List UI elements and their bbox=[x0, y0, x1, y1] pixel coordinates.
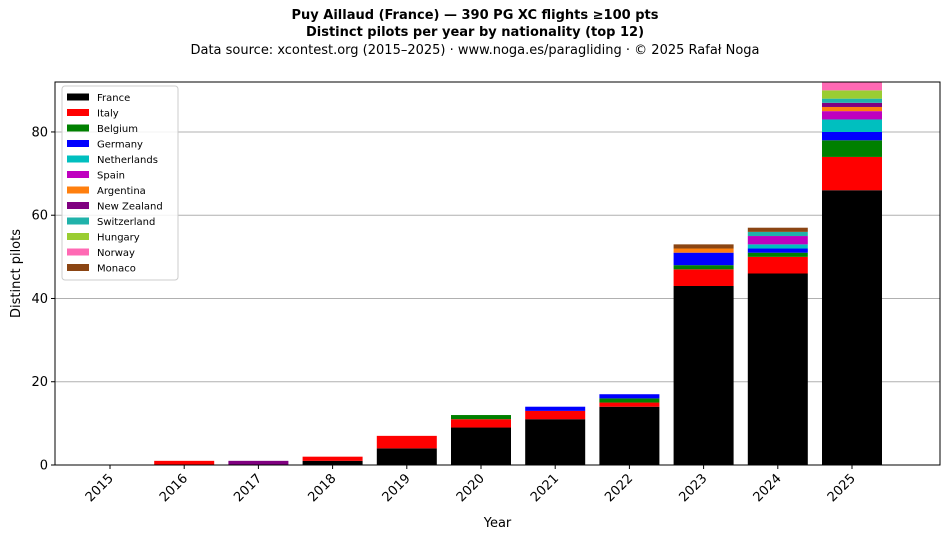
legend-label: Switzerland bbox=[97, 217, 155, 228]
bar-segment-france-2019 bbox=[376, 448, 437, 465]
data-source-note: Data source: xcontest.org (2015–2025) · … bbox=[190, 43, 760, 58]
x-tick-label: 2024 bbox=[751, 471, 785, 505]
bar-segment-belgium-2022 bbox=[599, 398, 660, 403]
bar-segment-belgium-2024 bbox=[747, 252, 808, 257]
bar-segment-germany-2023 bbox=[673, 252, 734, 266]
legend-swatch bbox=[67, 155, 89, 163]
bar-segment-italy-2018 bbox=[302, 456, 363, 461]
legend-swatch bbox=[67, 109, 89, 116]
chart-subtitle: Distinct pilots per year by nationality … bbox=[305, 25, 645, 40]
x-tick-label: 2017 bbox=[231, 471, 265, 505]
bar-segment-germany-2025 bbox=[822, 131, 882, 141]
bar-segment-new-zealand-2025 bbox=[822, 102, 882, 107]
y-axis-ticks: 0 20 40 60 80 bbox=[31, 125, 55, 474]
bar-segment-netherlands-2025 bbox=[822, 119, 882, 132]
legend-label: Norway bbox=[97, 248, 135, 259]
bar-segment-italy-2023 bbox=[673, 269, 734, 286]
plot-frame bbox=[54, 81, 941, 466]
y-tick-label: 60 bbox=[31, 209, 48, 224]
bar-segment-france-2023 bbox=[673, 285, 734, 465]
bar-segment-france-2024 bbox=[747, 273, 808, 465]
x-tick-label: 2022 bbox=[602, 471, 636, 505]
x-axis-ticks: 2015 2016 2017 2018 2019 2020 2021 2022 2023 2024… bbox=[83, 465, 859, 505]
bar-segment-hungary-2025 bbox=[822, 90, 882, 99]
bars bbox=[154, 82, 882, 465]
bar-segment-spain-2024 bbox=[747, 236, 808, 245]
bar-segment-switzerland-2025 bbox=[822, 98, 882, 103]
y-tick-label: 20 bbox=[31, 375, 48, 390]
bar-segment-germany-2021 bbox=[525, 406, 586, 411]
bar-segment-france-2020 bbox=[451, 427, 511, 465]
legend-swatch bbox=[67, 217, 89, 225]
bar-segment-france-2021 bbox=[525, 419, 586, 465]
legend-swatch bbox=[67, 140, 89, 147]
bar-segment-norway-2025 bbox=[822, 82, 882, 91]
x-tick-label: 2016 bbox=[157, 471, 191, 505]
y-tick-label: 0 bbox=[40, 459, 48, 474]
legend-label: Italy bbox=[97, 109, 119, 120]
bar-segment-belgium-2025 bbox=[822, 140, 882, 157]
bar-segment-italy-2024 bbox=[747, 256, 808, 274]
x-tick-label: 2019 bbox=[380, 471, 414, 505]
legend-swatch bbox=[67, 186, 89, 194]
bar-segment-spain-2025 bbox=[822, 111, 882, 120]
x-tick-label: 2023 bbox=[676, 471, 710, 505]
legend-label: Belgium bbox=[97, 124, 138, 135]
chart-title: Puy Aillaud (France) — 390 PG XC flights… bbox=[291, 8, 659, 23]
x-tick-label: 2018 bbox=[305, 471, 339, 505]
bar-segment-italy-2019 bbox=[376, 435, 437, 449]
legend-swatch bbox=[67, 93, 89, 101]
bar-segment-argentina-2023 bbox=[673, 248, 734, 253]
legend-label: Netherlands bbox=[97, 155, 158, 166]
bar-segment-argentina-2025 bbox=[822, 106, 882, 112]
bar-segment-germany-2022 bbox=[599, 394, 660, 399]
legend: France Italy Belgium Germany Netherlands Spai… bbox=[61, 85, 179, 281]
bar-segment-italy-2016 bbox=[154, 460, 215, 465]
legend-label: Germany bbox=[97, 140, 143, 151]
bar-segment-italy-2020 bbox=[451, 419, 511, 428]
bar-segment-belgium-2020 bbox=[451, 415, 511, 420]
legend-swatch bbox=[67, 171, 89, 178]
y-axis-label: Distinct pilots bbox=[9, 229, 24, 318]
bar-segment-switzerland-2024 bbox=[747, 231, 808, 237]
legend-swatch bbox=[67, 202, 89, 209]
legend-label: New Zealand bbox=[97, 202, 163, 213]
legend-label: Hungary bbox=[97, 233, 140, 244]
legend-label: Argentina bbox=[97, 186, 146, 197]
x-tick-label: 2015 bbox=[83, 471, 117, 505]
y-tick-label: 40 bbox=[31, 292, 48, 307]
bar-segment-netherlands-2024 bbox=[747, 244, 808, 249]
bar-segment-monaco-2024 bbox=[747, 227, 808, 232]
bar-segment-italy-2022 bbox=[599, 402, 660, 407]
bar-segment-france-2018 bbox=[302, 460, 363, 465]
legend-swatch bbox=[67, 264, 89, 271]
bar-segment-monaco-2023 bbox=[673, 244, 734, 249]
bar-segment-italy-2025 bbox=[822, 156, 882, 191]
x-axis-label: Year bbox=[483, 516, 512, 531]
legend-box bbox=[61, 85, 179, 281]
bar-segment-france-2022 bbox=[599, 406, 660, 465]
legend-swatch bbox=[67, 233, 89, 240]
y-tick-label: 80 bbox=[31, 125, 48, 140]
x-tick-label: 2021 bbox=[528, 471, 562, 505]
x-tick-label: 2020 bbox=[454, 471, 488, 505]
legend-label: Spain bbox=[97, 171, 125, 182]
bar-segment-italy-2021 bbox=[525, 410, 586, 420]
bar-segment-belgium-2023 bbox=[673, 265, 734, 270]
legend-swatch bbox=[67, 124, 89, 132]
legend-label: Monaco bbox=[97, 264, 136, 275]
bar-segment-germany-2024 bbox=[747, 248, 808, 253]
x-tick-label: 2025 bbox=[825, 471, 859, 505]
legend-label: France bbox=[97, 93, 130, 104]
bar-segment-new-zealand-2017 bbox=[228, 460, 289, 465]
legend-swatch bbox=[67, 248, 89, 256]
bar-segment-france-2025 bbox=[822, 190, 882, 465]
